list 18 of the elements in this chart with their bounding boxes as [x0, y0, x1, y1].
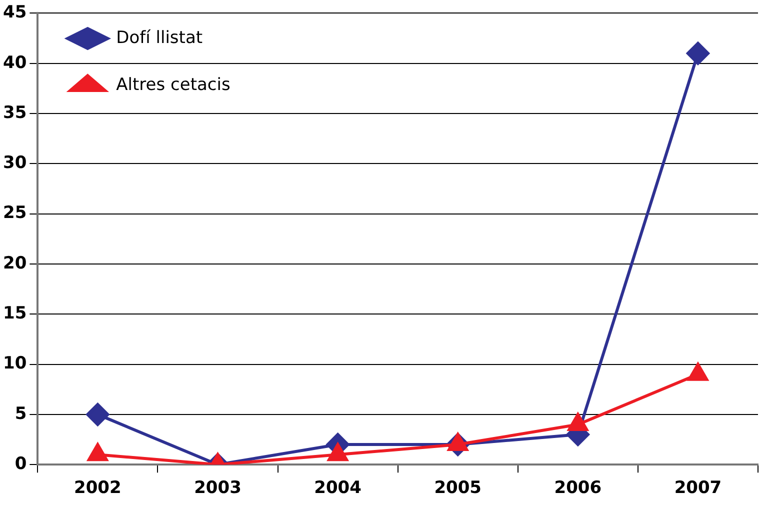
legend-label: Dofí llistat	[116, 28, 203, 48]
y-tick-label: 25	[2, 203, 27, 224]
y-tick-label: 10	[2, 354, 27, 374]
x-tick-label: 2002	[74, 478, 122, 498]
y-tick-label: 0	[14, 454, 27, 474]
x-tick-label: 2004	[314, 478, 362, 498]
x-tick-label: 2003	[194, 478, 242, 498]
y-tick-label: 40	[2, 52, 27, 73]
x-tick-label: 2006	[554, 478, 602, 498]
x-tick-label: 2007	[674, 478, 722, 498]
y-tick-label: 15	[2, 304, 27, 324]
legend-label: Altres cetacis	[116, 74, 230, 95]
y-tick-label: 20	[2, 253, 27, 274]
y-tick-label: 5	[14, 404, 27, 424]
x-tick-label: 2005	[434, 478, 482, 498]
y-tick-label: 35	[2, 102, 27, 123]
y-tick-label: 45	[2, 2, 27, 23]
y-tick-label: 30	[2, 153, 27, 174]
